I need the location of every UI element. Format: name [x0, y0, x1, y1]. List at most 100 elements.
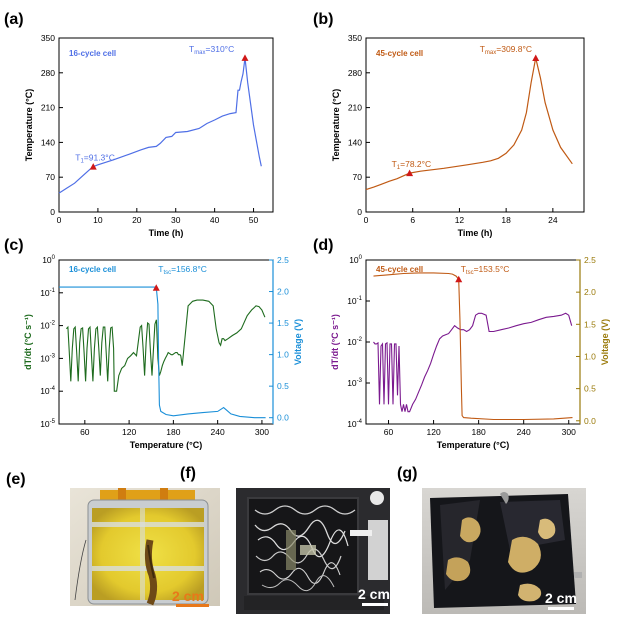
- y-tick-label: 10-4: [347, 419, 362, 429]
- x-tick-label: 0: [364, 215, 369, 225]
- y2-tick-label: 0.0: [277, 413, 289, 423]
- x-tick-label: 180: [166, 427, 180, 437]
- y-tick-label: 140: [41, 137, 55, 147]
- panel-label-d: (d): [313, 237, 333, 254]
- y-axis-title: dT/dt (°C s⁻¹): [23, 314, 33, 370]
- panel-label-e: (e): [6, 471, 26, 488]
- y2-tick-label: 0.0: [584, 416, 596, 426]
- x-axis-title: Time (h): [149, 228, 184, 238]
- y-tick-label: 280: [348, 68, 362, 78]
- x-tick-label: 18: [501, 215, 511, 225]
- y-tick-label: 0: [50, 207, 55, 217]
- scale-bar-g: [548, 607, 574, 610]
- dtdt-line: [373, 312, 573, 413]
- x-axis-title: Temperature (°C): [437, 440, 509, 450]
- x-tick-label: 240: [517, 427, 531, 437]
- y-tick-label: 100: [42, 255, 55, 265]
- marker-t1: [89, 163, 97, 170]
- x-tick-label: 120: [426, 427, 440, 437]
- marker-tmax: [532, 54, 540, 61]
- y2-tick-label: 1.0: [584, 351, 596, 361]
- y-tick-label: 10-2: [40, 321, 55, 331]
- x-tick-label: 12: [455, 215, 465, 225]
- cell-label: 45-cycle cell: [376, 265, 423, 274]
- chart-d: 60 120 180 240 300 10-4 10-3 10-2 10-1 100 Tempera…: [330, 255, 610, 450]
- x-tick-label: 6: [410, 215, 415, 225]
- y-tick-label: 10-3: [40, 353, 55, 363]
- photo-f: [236, 488, 390, 614]
- marker-label-t1: T1=78.2°C: [392, 159, 432, 171]
- marker-label-tmax: Tmax=310°C: [189, 44, 234, 56]
- marker-tsc: [152, 284, 160, 291]
- plot-frame: [58, 37, 274, 213]
- y-tick-label: 10-1: [40, 288, 55, 298]
- x-tick-label: 120: [122, 427, 136, 437]
- marker-label-tsc: Ttsc=156.8°C: [158, 264, 207, 276]
- panel-label-f: (f): [180, 465, 196, 482]
- series-line: [58, 57, 262, 194]
- plot-frame: [365, 37, 585, 213]
- marker-label-tmax: Tmax=309.8°C: [480, 44, 532, 56]
- y-tick-label: 70: [46, 172, 56, 182]
- scale-label-g: 2 cm: [545, 590, 577, 606]
- chart-c: 60 120 180 240 300 10-5 10-4 10-3 10-2 10-1 100 Tem…: [23, 255, 303, 450]
- y2-tick-label: 2.0: [584, 287, 596, 297]
- photo-g: [422, 488, 586, 614]
- x-tick-label: 0: [57, 215, 62, 225]
- marker-label-tsc: Ttsc=153.5°C: [461, 264, 510, 276]
- x-tick-label: 240: [211, 427, 225, 437]
- x-tick-label: 24: [548, 215, 558, 225]
- y2-tick-label: 1.5: [277, 318, 289, 328]
- scale-bar-f: [362, 603, 388, 606]
- y-tick-label: 210: [41, 103, 55, 113]
- scale-label-f: 2 cm: [358, 586, 390, 602]
- plot-frame: [365, 259, 581, 425]
- y2-tick-label: 2.5: [584, 255, 596, 265]
- y2-tick-label: 0.5: [584, 384, 596, 394]
- y-tick-label: 10-3: [347, 378, 362, 388]
- y-tick-label: 350: [348, 33, 362, 43]
- y-tick-label: 100: [349, 255, 362, 265]
- chart-a: 0 10 20 30 40 50 0 70 140 210 280 350 Time (h) Temper…: [24, 33, 274, 238]
- y-tick-label: 350: [41, 33, 55, 43]
- y-tick-label: 140: [348, 137, 362, 147]
- y-tick-label: 10-1: [347, 296, 362, 306]
- y-tick-label: 280: [41, 68, 55, 78]
- x-axis-title: Temperature (°C): [130, 440, 202, 450]
- y2-axis-title: Voltage (V): [600, 319, 610, 365]
- scale-bar-e: [176, 604, 209, 607]
- y2-tick-label: 2.0: [277, 287, 289, 297]
- panel-label-b: (b): [313, 11, 333, 28]
- x-tick-label: 50: [249, 215, 259, 225]
- voltage-line: [373, 272, 573, 421]
- y-axis-title: Temperature (°C): [24, 89, 34, 161]
- y2-tick-label: 1.0: [277, 350, 289, 360]
- y2-tick-label: 1.5: [584, 319, 596, 329]
- panel-label-g: (g): [397, 465, 417, 482]
- marker-label-t1: T1=91.3°C: [75, 153, 115, 165]
- y-tick-label: 10-2: [347, 337, 362, 347]
- y2-tick-label: 2.5: [277, 255, 289, 265]
- cell-label: 16-cycle cell: [69, 265, 116, 274]
- y-tick-label: 10-4: [40, 386, 55, 396]
- x-tick-label: 180: [472, 427, 486, 437]
- y-tick-label: 210: [348, 103, 362, 113]
- series-line: [365, 57, 573, 191]
- x-axis-title: Time (h): [458, 228, 493, 238]
- x-tick-label: 20: [132, 215, 142, 225]
- x-tick-label: 60: [384, 427, 394, 437]
- y-axis-title: dT/dt (°C s⁻¹): [330, 314, 340, 370]
- x-tick-label: 300: [255, 427, 269, 437]
- y-tick-label: 70: [353, 172, 363, 182]
- cell-label: 45-cycle cell: [376, 49, 423, 58]
- voltage-line: [59, 286, 266, 419]
- y-axis-title: Temperature (°C): [331, 89, 341, 161]
- marker-tmax: [241, 54, 249, 61]
- x-tick-label: 30: [171, 215, 181, 225]
- cell-label: 16-cycle cell: [69, 49, 116, 58]
- panel-label-c: (c): [4, 237, 24, 254]
- marker-t1: [406, 169, 414, 177]
- y-tick-label: 0: [357, 207, 362, 217]
- scale-label-e: 2 cm: [172, 588, 204, 604]
